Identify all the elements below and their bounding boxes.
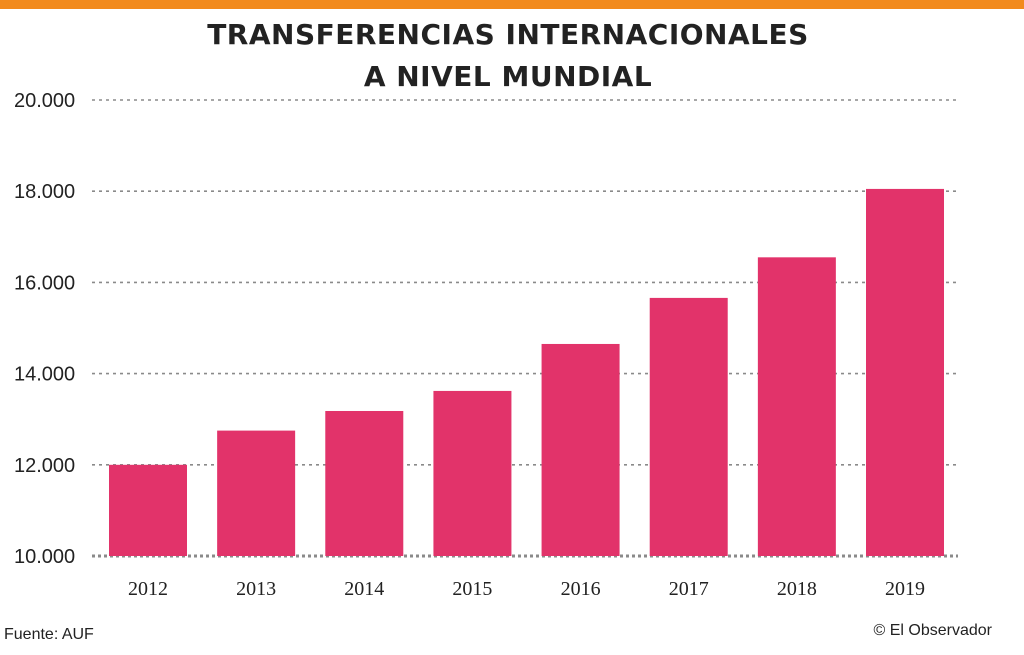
x-tick-label: 2019 — [885, 578, 925, 600]
y-tick-label: 10.000 — [14, 546, 75, 568]
y-tick-label: 14.000 — [14, 364, 75, 386]
top-accent-bar — [0, 0, 1024, 9]
bar-2013 — [217, 430, 296, 556]
bar-2017 — [649, 297, 728, 556]
x-tick-label: 2013 — [236, 578, 276, 600]
y-tick-label: 16.000 — [14, 272, 75, 294]
y-tick-label: 20.000 — [14, 90, 75, 112]
x-tick-label: 2015 — [452, 578, 492, 600]
bar-2019 — [866, 188, 944, 557]
x-axis-ticks: 2012 2013 2014 2015 2016 2017 2018 2019 — [128, 578, 925, 600]
y-tick-label: 18.000 — [14, 181, 75, 203]
chart-title-line-2: A NIVEL MUNDIAL — [363, 60, 653, 93]
credit-label: © El Observador — [873, 622, 993, 639]
x-tick-label: 2014 — [344, 578, 384, 600]
x-tick-label: 2012 — [128, 578, 168, 600]
bar-2015 — [433, 390, 512, 556]
chart-title-line-1: TRANSFERENCIAS INTERNACIONALES — [207, 18, 809, 51]
x-tick-label: 2017 — [669, 578, 709, 600]
y-tick-label: 12.000 — [14, 455, 75, 477]
bar-2012 — [109, 464, 187, 556]
chart-title: TRANSFERENCIAS INTERNACIONALES A NIVEL M… — [0, 14, 1016, 98]
bar-2018 — [757, 257, 836, 556]
x-tick-label: 2018 — [777, 578, 817, 600]
y-axis-ticks: 10.000 12.000 14.000 16.000 18.000 20.000 — [14, 90, 75, 568]
source-label: Fuente: AUF — [4, 626, 94, 643]
x-tick-label: 2016 — [561, 578, 601, 600]
bars — [109, 188, 944, 557]
bar-2016 — [541, 343, 620, 556]
bar-2014 — [325, 410, 404, 556]
